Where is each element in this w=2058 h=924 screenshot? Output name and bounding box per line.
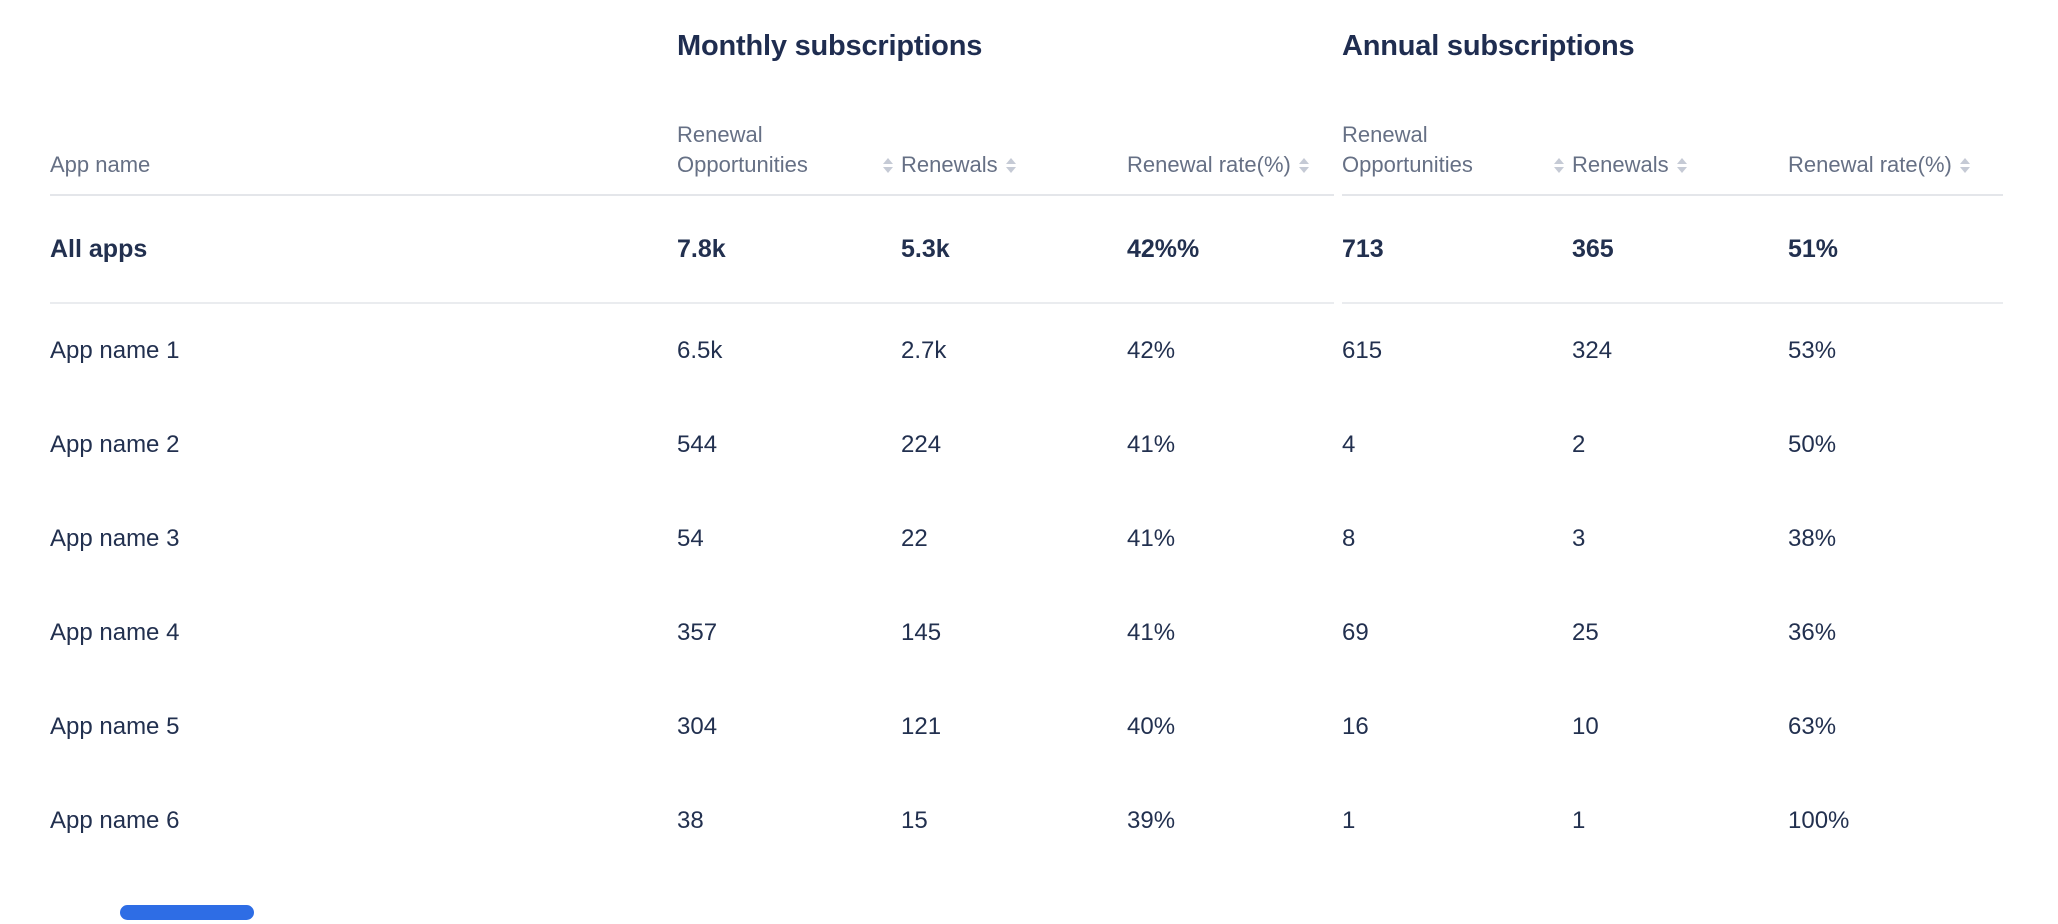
table-header-row: App name Renewal Opportunities Renewals … [0, 74, 2058, 196]
sort-icon[interactable] [1554, 158, 1564, 173]
monthly-renewals: 224 [901, 431, 942, 458]
group-divider-gap [1334, 492, 1342, 586]
group-divider-gap [1334, 774, 1342, 868]
annual-renewals: 324 [1572, 337, 1613, 364]
sort-icon[interactable] [1005, 158, 1016, 173]
row-label: App name 2 [50, 431, 180, 458]
group-titles-row: Monthly subscriptions Annual subscriptio… [0, 0, 2058, 74]
row-label: App name 3 [50, 525, 180, 552]
summary-monthly-renewal-opportunities: 7.8k [677, 196, 901, 304]
annual-renewals: 2 [1572, 431, 1586, 458]
table-row: App name 5 304 121 40% 16 10 63% [0, 680, 2058, 774]
table-row: App name 6 38 15 39% 1 1 100% [0, 774, 2058, 868]
monthly-renewal-rate: 41% [1127, 619, 1176, 646]
monthly-renewal-opportunities: 38 [677, 807, 704, 834]
sort-icon[interactable] [1298, 158, 1309, 173]
sort-icon[interactable] [1959, 158, 1970, 173]
annual-renewals: 25 [1572, 619, 1599, 646]
col-header-label: Renewals [901, 152, 998, 177]
monthly-renewal-rate: 41% [1127, 431, 1176, 458]
summary-monthly-renewal-rate: 42%% [1127, 196, 1334, 304]
table-summary-row: All apps 7.8k 5.3k 42%% 713 365 51% [0, 196, 2058, 304]
annual-renewal-rate: 53% [1788, 337, 1837, 364]
group-divider-gap [1334, 680, 1342, 774]
group-divider-gap [1334, 196, 1342, 304]
row-label: App name 6 [50, 807, 180, 834]
annual-renewal-opportunities: 16 [1342, 713, 1369, 740]
monthly-renewal-opportunities: 54 [677, 525, 704, 552]
monthly-renewal-opportunities: 544 [677, 431, 718, 458]
sort-icon[interactable] [1676, 158, 1687, 173]
summary-annual-renewal-rate: 51% [1788, 196, 2003, 304]
monthly-renewal-opportunities: 357 [677, 619, 718, 646]
summary-annual-renewals: 365 [1572, 196, 1788, 304]
monthly-renewal-rate: 42% [1127, 337, 1176, 364]
col-header-label: Renewal rate(%) [1127, 152, 1291, 177]
table-row: App name 1 6.5k 2.7k 42% 615 324 53% [0, 304, 2058, 398]
annual-renewal-rate: 100% [1788, 807, 1850, 834]
col-header-annual-renewal-opportunities[interactable]: Renewal Opportunities [1342, 74, 1572, 196]
group-divider-gap [1334, 304, 1342, 398]
group-divider-gap [1334, 74, 1342, 196]
monthly-renewal-opportunities: 304 [677, 713, 718, 740]
horizontal-scrollbar-thumb[interactable] [120, 905, 254, 920]
group-divider-gap [1334, 398, 1342, 492]
monthly-renewal-opportunities: 6.5k [677, 337, 723, 364]
row-label: App name 4 [50, 619, 180, 646]
table-row: App name 4 357 145 41% 69 25 36% [0, 586, 2058, 680]
row-label: App name 5 [50, 713, 180, 740]
monthly-renewals: 145 [901, 619, 942, 646]
annual-renewals: 1 [1572, 807, 1586, 834]
monthly-renewal-rate: 39% [1127, 807, 1176, 834]
col-header-monthly-renewal-rate[interactable]: Renewal rate(%) [1127, 74, 1334, 196]
col-header-label: Renewal Opportunities [1342, 122, 1473, 177]
row-label: App name 1 [50, 337, 180, 364]
col-header-label: App name [50, 152, 151, 177]
annual-renewal-opportunities: 4 [1342, 431, 1356, 458]
monthly-renewals: 2.7k [901, 337, 947, 364]
col-header-monthly-renewals[interactable]: Renewals [901, 74, 1127, 196]
col-header-app-name: App name [50, 74, 677, 196]
annual-renewal-rate: 36% [1788, 619, 1837, 646]
annual-renewal-opportunities: 8 [1342, 525, 1356, 552]
monthly-renewals: 22 [901, 525, 928, 552]
col-header-label: Renewal Opportunities [677, 122, 808, 177]
annual-renewal-opportunities: 615 [1342, 337, 1383, 364]
annual-renewal-opportunities: 1 [1342, 807, 1356, 834]
annual-renewal-rate: 38% [1788, 525, 1837, 552]
summary-monthly-renewals: 5.3k [901, 196, 1127, 304]
table-row: App name 2 544 224 41% 4 2 50% [0, 398, 2058, 492]
col-header-label: Renewals [1572, 152, 1669, 177]
col-header-label: Renewal rate(%) [1788, 152, 1952, 177]
summary-row-label: All apps [50, 196, 677, 304]
summary-annual-renewal-opportunities: 713 [1342, 196, 1572, 304]
group-title-monthly: Monthly subscriptions [677, 30, 983, 62]
monthly-renewals: 15 [901, 807, 928, 834]
group-title-annual: Annual subscriptions [1342, 30, 1635, 62]
col-header-monthly-renewal-opportunities[interactable]: Renewal Opportunities [677, 74, 901, 196]
monthly-renewal-rate: 41% [1127, 525, 1176, 552]
sort-icon[interactable] [883, 158, 893, 173]
annual-renewals: 3 [1572, 525, 1586, 552]
monthly-renewals: 121 [901, 713, 942, 740]
annual-renewal-opportunities: 69 [1342, 619, 1369, 646]
annual-renewal-rate: 50% [1788, 431, 1837, 458]
annual-renewal-rate: 63% [1788, 713, 1837, 740]
group-divider-gap [1334, 586, 1342, 680]
col-header-annual-renewal-rate[interactable]: Renewal rate(%) [1788, 74, 2003, 196]
table-row: App name 3 54 22 41% 8 3 38% [0, 492, 2058, 586]
col-header-annual-renewals[interactable]: Renewals [1572, 74, 1788, 196]
annual-renewals: 10 [1572, 713, 1599, 740]
monthly-renewal-rate: 40% [1127, 713, 1176, 740]
